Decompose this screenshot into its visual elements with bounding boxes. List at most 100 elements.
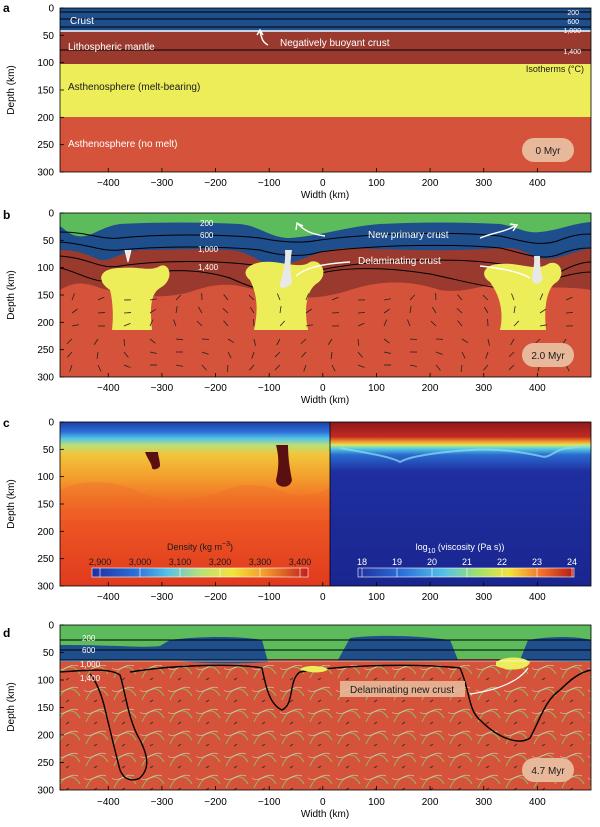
y-tick-label: 100: [37, 263, 54, 274]
x-tick-label: 0: [320, 178, 326, 189]
annotation-new-primary-crust: New primary crust: [368, 230, 449, 241]
y-tick-label: 250: [37, 758, 54, 769]
y-axis-label-d: Depth (km): [6, 682, 17, 731]
x-tick-label: −300: [151, 797, 174, 808]
layer-label-crust: Crust: [70, 16, 94, 27]
x-tick-label: −400: [97, 383, 120, 394]
panel-a-letter: a: [3, 1, 10, 15]
layer-label-asth-melt: Asthenosphere (melt-bearing): [68, 82, 200, 93]
flow-arrow: [98, 312, 105, 313]
y-tick-label: 50: [43, 31, 55, 42]
colorbar-tick-label: 3,000: [129, 557, 152, 567]
x-tick-label: −100: [258, 383, 281, 394]
x-tick-label: 100: [368, 383, 385, 394]
x-tick-label: 200: [422, 383, 439, 394]
x-tick-label: −100: [258, 178, 281, 189]
y-tick-label: 250: [37, 345, 54, 356]
y-tick-label: 300: [37, 168, 54, 179]
panel-b-letter: b: [3, 208, 10, 222]
colorbar-tick-label: 3,300: [249, 557, 272, 567]
panel-b-plot: [60, 213, 591, 377]
x-tick-label: 300: [475, 178, 492, 189]
y-tick-label: 150: [37, 703, 54, 714]
panel-c-letter: c: [3, 416, 10, 430]
annotation-negatively-buoyant: Negatively buoyant crust: [280, 38, 390, 49]
isotherm-b-label-600: 600: [200, 231, 214, 240]
x-tick-label: 300: [475, 383, 492, 394]
y-tick-label: 150: [37, 500, 54, 511]
y-tick-label: 200: [37, 318, 54, 329]
y-tick-label: 100: [37, 472, 54, 483]
y-tick-label: 0: [48, 209, 54, 220]
x-tick-label: −300: [151, 592, 174, 603]
x-tick-label: −200: [204, 797, 227, 808]
y-tick-label: 100: [37, 58, 54, 69]
viscosity-field: [330, 422, 591, 586]
y-axis-label-c: Depth (km): [6, 479, 17, 528]
colorbar-tick-label: 21: [462, 557, 472, 567]
time-label-a: 0 Myr: [536, 146, 562, 157]
isotherm-label-1000: 1,000: [563, 28, 581, 35]
x-axis-label-a: Width (km): [301, 190, 349, 201]
x-tick-label: 100: [368, 592, 385, 603]
x-tick-label: 200: [422, 592, 439, 603]
colorbar-tick-label: 2,900: [89, 557, 112, 567]
layer-label-lith: Lithospheric mantle: [68, 42, 155, 53]
y-tick-label: 50: [43, 236, 55, 247]
x-tick-label: −300: [151, 383, 174, 394]
x-tick-label: −200: [204, 383, 227, 394]
y-tick-label: 0: [48, 621, 54, 632]
x-tick-label: 300: [475, 592, 492, 603]
panel-a: a Crust Lithospheric mantle Asthenospher…: [3, 1, 591, 201]
isotherm-b-label-1400: 1,400: [198, 263, 219, 272]
x-tick-label: −300: [151, 178, 174, 189]
x-axis-label-b: Width (km): [301, 395, 349, 406]
y-tick-label: 100: [37, 676, 54, 687]
y-tick-label: 50: [43, 648, 55, 659]
density-colorbar: [92, 568, 308, 577]
colorbar-tick-label: 19: [392, 557, 402, 567]
x-tick-label: 400: [529, 178, 546, 189]
x-tick-label: −200: [204, 592, 227, 603]
y-tick-label: 50: [43, 445, 55, 456]
x-tick-label: 0: [320, 797, 326, 808]
swirl-field-d: [60, 665, 591, 790]
annotation-delaminating-crust: Delaminating crust: [358, 256, 441, 267]
x-tick-label: −400: [97, 178, 120, 189]
x-tick-label: −400: [97, 592, 120, 603]
panel-d: d 200 600 1,000 1,400 Delaminating new c…: [3, 621, 591, 821]
y-tick-label: 0: [48, 4, 54, 15]
x-tick-label: 0: [320, 383, 326, 394]
x-tick-label: 400: [529, 383, 546, 394]
y-tick-label: 150: [37, 86, 54, 97]
viscosity-colorbar: [358, 568, 574, 577]
y-tick-label: 300: [37, 786, 54, 797]
flow-arrow: [332, 312, 339, 313]
colorbar-tick-label: 3,100: [169, 557, 192, 567]
x-tick-label: −100: [258, 797, 281, 808]
layer-label-asth-nomelt: Asthenosphere (no melt): [68, 139, 178, 150]
isotherm-b-label-1000: 1,000: [198, 245, 219, 254]
y-tick-label: 250: [37, 140, 54, 151]
isotherm-d-label-600: 600: [82, 646, 96, 655]
flow-arrow: [253, 319, 254, 326]
colorbar-tick-label: 3,400: [289, 557, 312, 567]
y-tick-label: 150: [37, 291, 54, 302]
panel-d-plot: [60, 625, 591, 790]
x-tick-label: 100: [368, 178, 385, 189]
colorbar-tick-label: 23: [532, 557, 542, 567]
time-label-d: 4.7 Myr: [531, 766, 565, 777]
x-tick-label: 400: [529, 797, 546, 808]
isotherm-d-label-1000: 1,000: [80, 660, 101, 669]
x-tick-label: 0: [320, 592, 326, 603]
y-axis-label-a: Depth (km): [6, 65, 17, 114]
isotherm-d-label-200: 200: [82, 634, 96, 643]
x-tick-label: −200: [204, 178, 227, 189]
x-tick-label: 300: [475, 797, 492, 808]
y-tick-label: 300: [37, 373, 54, 384]
y-tick-label: 0: [48, 418, 54, 429]
isotherm-label-200: 200: [567, 10, 579, 17]
x-axis-label-d: Width (km): [301, 809, 349, 820]
